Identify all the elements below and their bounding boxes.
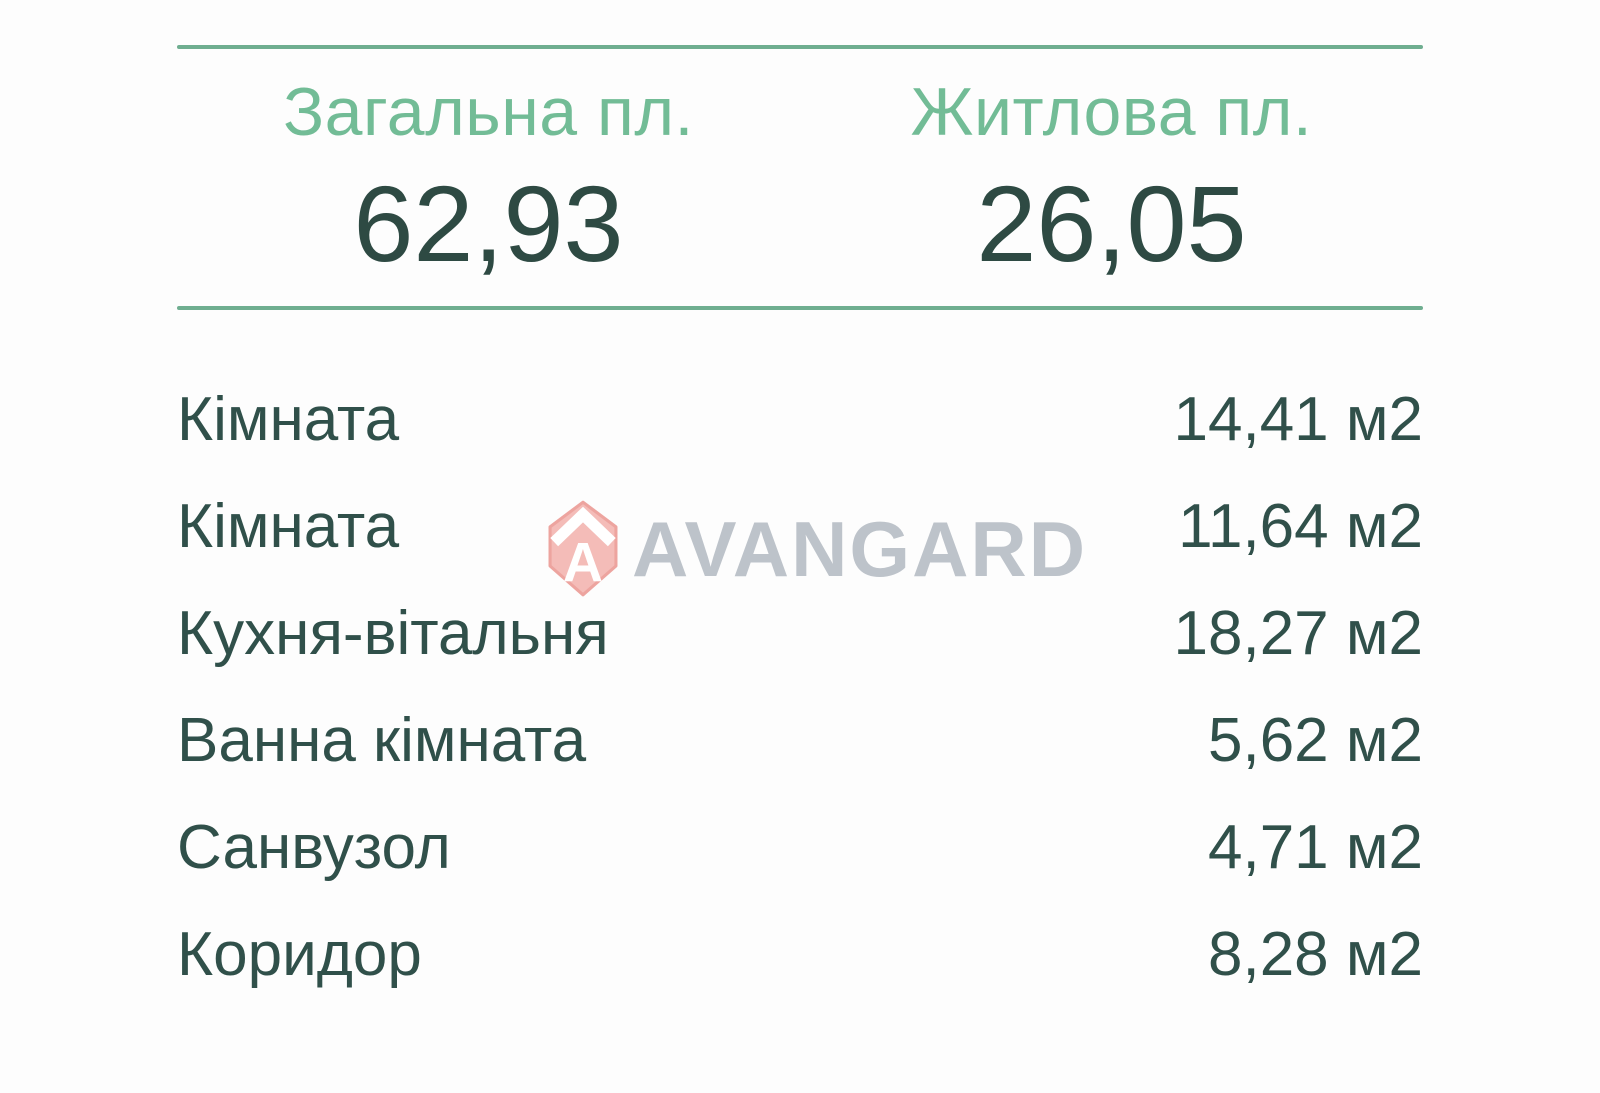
- table-row: Коридор 8,28 м2: [177, 901, 1423, 1008]
- middle-divider-line: [177, 306, 1423, 310]
- room-area-unit: м2: [1345, 492, 1423, 561]
- room-area: 5,62 м2: [1208, 705, 1423, 776]
- room-area-value: 5,62: [1207, 706, 1329, 775]
- area-summary: Загальна пл. 62,93 Житлова пл. 26,05: [177, 78, 1423, 278]
- room-area-unit: м2: [1345, 385, 1423, 454]
- room-area: 18,27 м2: [1174, 598, 1424, 669]
- room-name: Коридор: [177, 920, 422, 989]
- room-area: 14,41 м2: [1174, 384, 1424, 455]
- total-area-value: 62,93: [353, 163, 624, 284]
- room-area-value: 4,71: [1207, 813, 1329, 882]
- room-area-unit: м2: [1345, 920, 1423, 989]
- room-area-value: 8,28: [1207, 920, 1329, 989]
- table-row: Ванна кімната 5,62 м2: [177, 687, 1423, 794]
- room-area-value: 18,27: [1173, 599, 1329, 668]
- room-name: Санвузол: [177, 813, 451, 882]
- room-area: 11,64 м2: [1178, 491, 1423, 562]
- table-row: Санвузол 4,71 м2: [177, 794, 1423, 901]
- room-name: Ванна кімната: [177, 706, 587, 775]
- room-area-unit: м2: [1345, 706, 1423, 775]
- room-name: Кімната: [177, 492, 400, 561]
- living-area-value: 26,05: [976, 163, 1247, 284]
- table-row: Кімната 14,41 м2: [177, 366, 1423, 473]
- room-area-value: 11,64: [1178, 492, 1329, 561]
- room-list: Кімната 14,41 м2 Кімната 11,64 м2 Кухня-…: [177, 366, 1423, 1008]
- room-name: Кухня-вітальня: [177, 599, 609, 668]
- table-row: Кімната 11,64 м2: [177, 473, 1423, 580]
- total-area-label: Загальна пл.: [283, 74, 694, 150]
- room-area-unit: м2: [1345, 599, 1423, 668]
- room-area: 4,71 м2: [1208, 812, 1423, 883]
- room-area-unit: м2: [1345, 813, 1423, 882]
- living-area-label: Житлова пл.: [910, 74, 1313, 150]
- living-area-column: Житлова пл. 26,05: [800, 78, 1423, 278]
- room-area-value: 14,41: [1173, 385, 1329, 454]
- total-area-column: Загальна пл. 62,93: [177, 78, 800, 278]
- room-area: 8,28 м2: [1208, 919, 1423, 990]
- table-row: Кухня-вітальня 18,27 м2: [177, 580, 1423, 687]
- top-divider-line: [177, 45, 1423, 49]
- room-name: Кімната: [177, 385, 400, 454]
